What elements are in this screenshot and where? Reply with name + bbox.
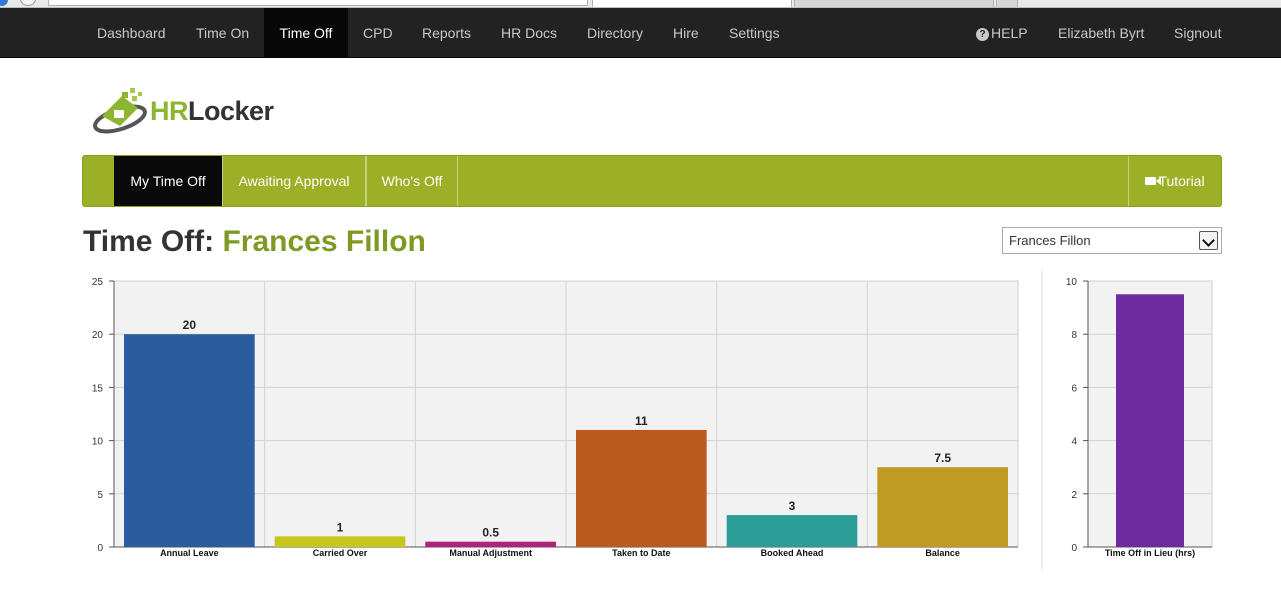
nav-time-on[interactable]: Time On [196, 25, 250, 41]
nav-time-off[interactable]: Time Off [264, 8, 348, 58]
bar [274, 536, 406, 547]
data-label: 3 [789, 499, 796, 513]
tutorial-label: Tutorial [1158, 173, 1205, 189]
help-label: HELP [991, 25, 1028, 41]
chevron-down-icon[interactable] [1199, 231, 1218, 250]
data-label: 11 [635, 414, 648, 428]
bar [576, 429, 707, 547]
nav-hire[interactable]: Hire [673, 25, 699, 41]
page-title: Time Off: Frances Fillon [83, 225, 426, 258]
sub-navbar: My Time Off Awaiting Approval Who's Off … [82, 155, 1222, 207]
y-tick-label: 10 [92, 437, 104, 448]
tab-awaiting-approval[interactable]: Awaiting Approval [222, 156, 366, 206]
x-category-label: Booked Ahead [761, 548, 824, 558]
y-tick-label: 10 [1066, 277, 1078, 288]
y-tick-label: 0 [97, 543, 103, 554]
bar [877, 467, 1008, 547]
hrlocker-logo-icon[interactable] [92, 86, 282, 136]
y-tick-label: 2 [1071, 490, 1077, 501]
top-navbar: Dashboard Time On Time Off CPD Reports H… [0, 8, 1281, 58]
nav-help[interactable]: ? HELP [962, 8, 1042, 58]
nav-hr-docs[interactable]: HR Docs [501, 25, 558, 41]
data-label: 0.5 [482, 526, 499, 540]
nav-signout[interactable]: Signout [1174, 25, 1222, 41]
balance-bar-chart: 0 5 10 15 20 25 20 Annual Leave 1 Carried Over 0.5… [92, 277, 1019, 558]
y-tick-label: 25 [92, 277, 104, 288]
bar [726, 515, 858, 547]
y-tick-label: 5 [97, 490, 103, 501]
y-tick-label: 6 [1071, 383, 1077, 394]
bar [1116, 294, 1184, 547]
browser-back-icon[interactable] [0, 0, 8, 6]
employee-select-value: Frances Fillon [1009, 233, 1091, 248]
y-tick-label: 15 [92, 383, 104, 394]
x-category-label: Carried Over [313, 548, 368, 558]
x-category-label: Time Off in Lieu (hrs) [1105, 548, 1195, 558]
data-label: 7.5 [934, 451, 951, 465]
browser-address-bar[interactable] [48, 0, 588, 6]
nav-directory[interactable]: Directory [587, 25, 644, 41]
x-category-label: Balance [925, 548, 960, 558]
y-tick-label: 20 [92, 330, 104, 341]
logo-wordmark: HRLocker [150, 96, 274, 126]
nav-user-name[interactable]: Elizabeth Byrt [1058, 25, 1145, 41]
bar [124, 334, 255, 547]
tab-my-time-off[interactable]: My Time Off [114, 156, 222, 206]
nav-dashboard[interactable]: Dashboard [97, 25, 166, 41]
video-camera-icon [1145, 177, 1162, 185]
y-tick-label: 4 [1071, 437, 1077, 448]
nav-reports[interactable]: Reports [422, 25, 472, 41]
nav-cpd[interactable]: CPD [363, 25, 393, 41]
employee-select[interactable]: Frances Fillon [1002, 227, 1222, 254]
lieu-bar-chart: 0 2 4 6 8 10 Time Off in Lieu (hrs) [1066, 277, 1213, 558]
data-label: 1 [337, 520, 344, 534]
data-label: 20 [183, 318, 197, 332]
x-category-label: Annual Leave [160, 548, 219, 558]
x-category-label: Taken to Date [612, 548, 670, 558]
question-circle-icon: ? [976, 28, 989, 41]
browser-tab[interactable] [794, 0, 994, 7]
tutorial-button[interactable]: Tutorial [1128, 156, 1221, 206]
browser-tab[interactable] [592, 0, 792, 7]
y-tick-label: 8 [1071, 330, 1077, 341]
browser-chrome-strip [0, 0, 1281, 8]
tab-whos-off[interactable]: Who's Off [366, 156, 458, 206]
nav-settings[interactable]: Settings [729, 25, 780, 41]
x-category-label: Manual Adjustment [449, 548, 532, 558]
browser-new-tab[interactable] [996, 0, 1018, 7]
bar [425, 541, 556, 547]
y-tick-label: 0 [1071, 543, 1077, 554]
